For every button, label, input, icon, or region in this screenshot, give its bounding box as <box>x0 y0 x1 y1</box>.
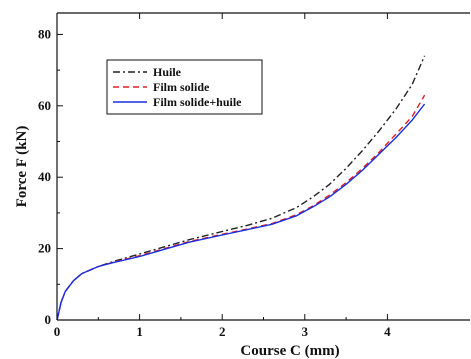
x-tick-label: 0 <box>54 324 61 339</box>
x-tick-label: 2 <box>219 324 226 339</box>
y-axis-title: Force F (kN) <box>14 126 30 208</box>
series-line-1 <box>56 55 426 321</box>
y-tick-label: 0 <box>45 312 52 327</box>
legend-entry: Film solide+huile <box>153 95 242 109</box>
series-layer <box>56 55 426 321</box>
plot-frame <box>56 12 470 321</box>
x-tick-label: 1 <box>136 324 143 339</box>
legend-entry: Huile <box>153 65 182 79</box>
x-tick-label: 4 <box>384 324 391 339</box>
y-tick-label: 20 <box>38 241 51 256</box>
legend-box <box>106 59 263 115</box>
series-line-2 <box>56 94 426 321</box>
x-tick-label: 3 <box>302 324 309 339</box>
legend-entry: Film solide <box>153 80 210 94</box>
y-tick-label: 60 <box>38 98 51 113</box>
y-tick-label: 40 <box>38 169 51 184</box>
x-axis-title: Course C (mm) <box>240 343 339 359</box>
series-line-3 <box>56 103 426 321</box>
y-tick-label: 80 <box>38 26 51 41</box>
